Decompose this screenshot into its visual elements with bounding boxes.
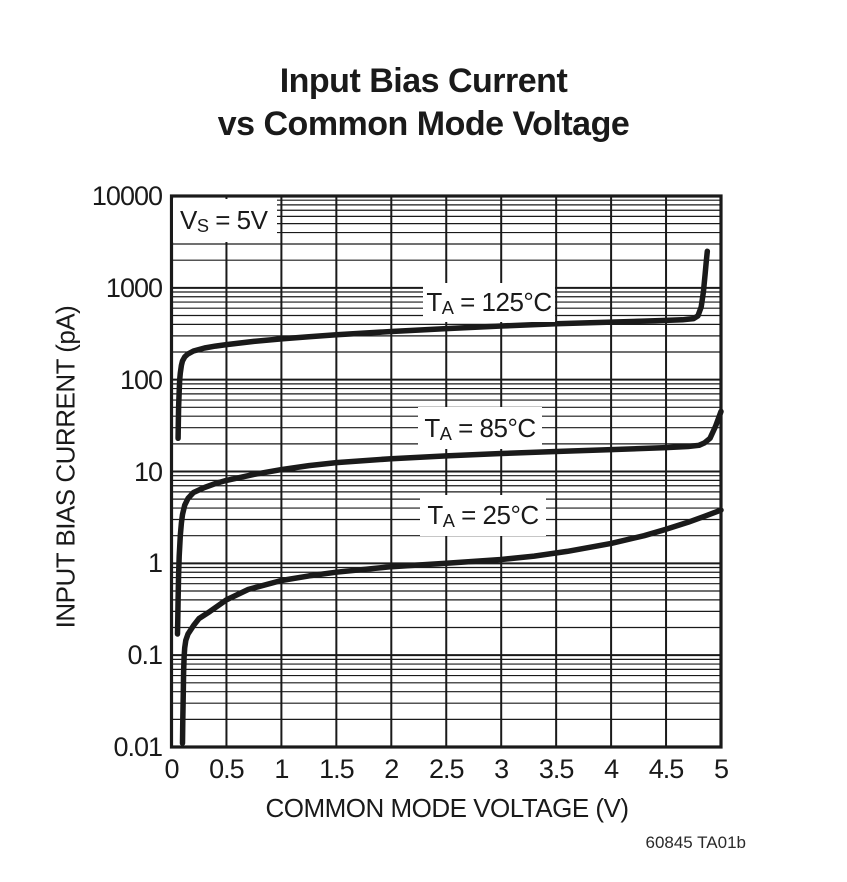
curve-85c [174, 408, 724, 637]
chart-title-line1: Input Bias Current [279, 62, 568, 100]
x-tick-label: 2.5 [428, 754, 465, 784]
x-tick-label: 1.5 [319, 754, 355, 784]
temp-value: = 25°C [454, 500, 539, 530]
x-tick-label: 4.5 [648, 754, 685, 784]
y-tick-label: 0.01 [113, 732, 163, 762]
temp-symbol: T [424, 412, 440, 443]
curve-125c [175, 248, 711, 442]
supply-voltage-symbol: V [180, 205, 197, 235]
x-tick-label: 1 [274, 754, 289, 784]
temp-subscript: A [441, 298, 454, 319]
supply-voltage-subscript: S [196, 216, 209, 237]
x-axis-title: COMMON MODE VOLTAGE (V) [265, 793, 629, 823]
temp-symbol: T [426, 287, 442, 317]
y-tick-label: 10000 [91, 181, 163, 211]
y-tick-label: 0.1 [127, 640, 163, 671]
chart-title: Input Bias Current vs Common Mode Voltag… [0, 60, 847, 146]
y-tick-label: 1 [147, 548, 163, 579]
x-tick-label: 5 [713, 754, 729, 784]
x-tick-label: 0.5 [209, 754, 245, 784]
x-tick-label: 3 [494, 754, 509, 784]
temp-subscript: A [439, 423, 452, 444]
y-tick-label: 1000 [105, 272, 163, 303]
y-tick-label: 10 [133, 456, 163, 487]
plot-border [169, 194, 723, 749]
y-tick-label: 100 [119, 364, 163, 395]
x-tick-label: 0 [164, 754, 179, 784]
x-tick-label: 2 [384, 754, 399, 784]
temp-value: = 125°C [453, 287, 552, 317]
temp-symbol: T [427, 500, 443, 530]
temp-subscript: A [442, 511, 455, 532]
supply-voltage-value: = 5V [208, 205, 268, 235]
curve-25c [179, 507, 724, 746]
x-tick-label: 4 [604, 754, 619, 784]
x-tick-label: 3.5 [538, 754, 575, 784]
data-curves [174, 248, 724, 746]
figure-reference-code: 60845 TA01b [645, 833, 746, 852]
chart-title-line2: vs Common Mode Voltage [217, 105, 630, 143]
temp-value: = 85°C [451, 412, 536, 443]
